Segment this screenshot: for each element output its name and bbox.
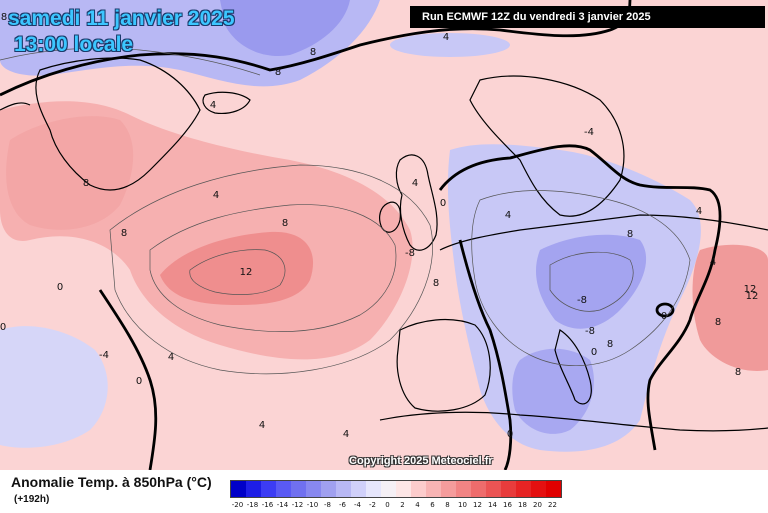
colorbar-swatch xyxy=(276,481,291,497)
colorbar-swatch xyxy=(411,481,426,497)
contour-label: -4 xyxy=(584,127,594,138)
colorbar-tick-label: -20 xyxy=(232,501,243,509)
contour-label: 0 xyxy=(661,311,667,322)
colorbar-swatch xyxy=(546,481,561,497)
colorbar-swatch xyxy=(246,481,261,497)
contour-label: 4 xyxy=(213,190,219,201)
contour-label: -8 xyxy=(405,248,415,259)
colorbar-tick-label: 12 xyxy=(473,501,482,509)
colorbar-tick-label: -6 xyxy=(339,501,346,509)
colorbar-tick-label: -14 xyxy=(277,501,288,509)
colorbar-tick-label: -16 xyxy=(262,501,273,509)
contour-label: 4 xyxy=(443,32,449,43)
colorbar-swatch xyxy=(396,481,411,497)
colorbar-swatch xyxy=(531,481,546,497)
forecast-time: 13:00 locale xyxy=(14,34,133,56)
contour-label: 8 xyxy=(275,67,281,78)
copyright-text: Copyright 2025 Meteociel.fr xyxy=(349,455,493,467)
contour-label: 0 xyxy=(507,429,513,440)
legend-title: Anomalie Temp. à 850hPa (°C) xyxy=(11,474,212,490)
colorbar-swatch xyxy=(516,481,531,497)
contour-label: 8 xyxy=(607,339,613,350)
cold-anomaly-small xyxy=(390,33,510,57)
run-info-box: Run ECMWF 12Z du vendredi 3 janvier 2025 xyxy=(410,6,765,28)
contour-label: 8 xyxy=(121,228,127,239)
colorbar-tick-label: 20 xyxy=(533,501,542,509)
colorbar-swatch xyxy=(351,481,366,497)
contour-label: 8 xyxy=(83,178,89,189)
contour-label: -8 xyxy=(585,326,595,337)
colorbar-swatch xyxy=(366,481,381,497)
contour-label: -4 xyxy=(99,350,109,361)
colorbar-swatch xyxy=(381,481,396,497)
colorbar-swatch xyxy=(486,481,501,497)
contour-label: 8 xyxy=(282,218,288,229)
colorbar-swatch xyxy=(471,481,486,497)
colorbar-swatch xyxy=(336,481,351,497)
contour-label: 4 xyxy=(696,206,702,217)
colorbar-swatch xyxy=(501,481,516,497)
colorbar-tick-label: 4 xyxy=(415,501,419,509)
contour-label: 4 xyxy=(210,100,216,111)
colorbar-swatch xyxy=(441,481,456,497)
contour-label: 8 xyxy=(310,47,316,58)
contour-label: 0 xyxy=(0,322,6,333)
contour-label: -8 xyxy=(577,295,587,306)
colorbar-swatch xyxy=(231,481,246,497)
contour-label: 0 xyxy=(440,198,446,209)
colorbar-tick-label: 16 xyxy=(503,501,512,509)
colorbar-tick-label: -2 xyxy=(369,501,376,509)
colorbar-tick-label: 0 xyxy=(385,501,389,509)
colorbar-swatch xyxy=(291,481,306,497)
colorbar xyxy=(230,480,562,498)
colorbar-tick-label: 14 xyxy=(488,501,497,509)
contour-label: 4 xyxy=(343,429,349,440)
contour-label: 0 xyxy=(591,347,597,358)
colorbar-tick-label: 6 xyxy=(430,501,434,509)
contour-label: 8 xyxy=(715,317,721,328)
contour-label: 4 xyxy=(168,352,174,363)
contour-label: 8 xyxy=(433,278,439,289)
contour-label: 4 xyxy=(505,210,511,221)
contour-label: 12 xyxy=(240,267,253,278)
colorbar-tick-label: 22 xyxy=(548,501,557,509)
colorbar-swatch xyxy=(426,481,441,497)
colorbar-tick-label: -8 xyxy=(324,501,331,509)
contour-label: 0 xyxy=(57,282,63,293)
run-info-text: Run ECMWF 12Z du vendredi 3 janvier 2025 xyxy=(422,11,651,23)
legend-area: Anomalie Temp. à 850hPa (°C) (+192h) -20… xyxy=(0,470,768,512)
colorbar-swatch xyxy=(321,481,336,497)
colorbar-swatch xyxy=(306,481,321,497)
forecast-date: samedi 11 janvier 2025 xyxy=(8,8,235,30)
colorbar-tick-label: 2 xyxy=(400,501,404,509)
colorbar-swatch xyxy=(456,481,471,497)
contour-label: 4 xyxy=(412,178,418,189)
legend-lead-time: (+192h) xyxy=(14,494,49,505)
contour-label: 4 xyxy=(710,257,716,268)
contour-label: 4 xyxy=(259,420,265,431)
contour-label: 8 xyxy=(1,12,7,23)
colorbar-tick-label: -10 xyxy=(307,501,318,509)
contour-label: 8 xyxy=(735,367,741,378)
colorbar-tick-label: -12 xyxy=(292,501,303,509)
anomaly-map: 8 8 4 8 8 8 4 8 12 0 4 8 0 4 4 -4 4 0 0 … xyxy=(0,0,768,470)
colorbar-tick-label: -18 xyxy=(247,501,258,509)
colorbar-tick-label: 8 xyxy=(445,501,449,509)
colorbar-tick-label: 18 xyxy=(518,501,527,509)
contour-label: 8 xyxy=(627,229,633,240)
contour-label: 0 xyxy=(136,376,142,387)
colorbar-swatch xyxy=(261,481,276,497)
colorbar-tick-label: -4 xyxy=(354,501,361,509)
colorbar-tick-label: 10 xyxy=(458,501,467,509)
contour-label: 12 xyxy=(746,291,759,302)
